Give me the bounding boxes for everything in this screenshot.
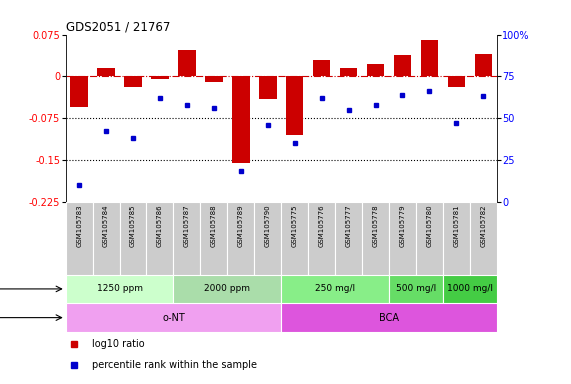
Bar — [394, 55, 411, 76]
Text: GSM105776: GSM105776 — [319, 204, 325, 247]
Text: GSM105784: GSM105784 — [103, 204, 109, 247]
Bar — [475, 54, 492, 76]
Text: GSM105790: GSM105790 — [265, 204, 271, 247]
FancyBboxPatch shape — [416, 202, 443, 275]
Text: 500 mg/l: 500 mg/l — [396, 285, 436, 293]
Bar — [340, 68, 357, 76]
FancyBboxPatch shape — [174, 202, 200, 275]
Text: GSM105777: GSM105777 — [345, 204, 352, 247]
Bar — [367, 64, 384, 76]
Text: GSM105775: GSM105775 — [292, 204, 297, 247]
FancyBboxPatch shape — [200, 202, 227, 275]
Bar — [313, 60, 331, 76]
Bar — [124, 76, 142, 88]
Text: GSM105789: GSM105789 — [238, 204, 244, 247]
Bar — [205, 76, 223, 82]
Text: GDS2051 / 21767: GDS2051 / 21767 — [66, 20, 170, 33]
Text: o-NT: o-NT — [162, 313, 185, 323]
Bar — [174, 275, 281, 303]
FancyBboxPatch shape — [335, 202, 362, 275]
FancyBboxPatch shape — [281, 202, 308, 275]
Text: GSM105783: GSM105783 — [76, 204, 82, 247]
Bar — [421, 40, 438, 76]
FancyBboxPatch shape — [470, 202, 497, 275]
Bar — [70, 76, 88, 107]
Bar — [448, 76, 465, 88]
Text: 1250 ppm: 1250 ppm — [96, 285, 143, 293]
Text: GSM105787: GSM105787 — [184, 204, 190, 247]
Bar — [66, 303, 281, 332]
Text: GSM105788: GSM105788 — [211, 204, 217, 247]
Bar — [389, 275, 443, 303]
FancyBboxPatch shape — [93, 202, 119, 275]
Bar — [178, 50, 196, 76]
Text: log10 ratio: log10 ratio — [91, 339, 144, 349]
Bar — [281, 303, 497, 332]
Bar — [259, 76, 276, 99]
Bar — [232, 76, 250, 162]
FancyBboxPatch shape — [66, 202, 93, 275]
Bar — [66, 275, 174, 303]
Text: BCA: BCA — [379, 313, 399, 323]
FancyBboxPatch shape — [389, 202, 416, 275]
FancyBboxPatch shape — [254, 202, 281, 275]
FancyBboxPatch shape — [308, 202, 335, 275]
FancyBboxPatch shape — [147, 202, 174, 275]
Text: GSM105780: GSM105780 — [427, 204, 432, 247]
FancyBboxPatch shape — [443, 202, 470, 275]
FancyBboxPatch shape — [227, 202, 254, 275]
Text: GSM105779: GSM105779 — [400, 204, 405, 247]
Bar — [286, 76, 303, 135]
FancyBboxPatch shape — [362, 202, 389, 275]
Text: GSM105778: GSM105778 — [372, 204, 379, 247]
Text: 250 mg/l: 250 mg/l — [315, 285, 355, 293]
Bar — [151, 76, 168, 79]
Bar — [97, 68, 115, 76]
Text: GSM105782: GSM105782 — [480, 204, 486, 247]
Bar — [281, 275, 389, 303]
FancyBboxPatch shape — [119, 202, 147, 275]
Bar — [443, 275, 497, 303]
Text: GSM105781: GSM105781 — [453, 204, 459, 247]
Text: 2000 ppm: 2000 ppm — [204, 285, 250, 293]
Text: GSM105785: GSM105785 — [130, 204, 136, 247]
Text: GSM105786: GSM105786 — [157, 204, 163, 247]
Text: percentile rank within the sample: percentile rank within the sample — [91, 360, 256, 370]
Text: 1000 mg/l: 1000 mg/l — [447, 285, 493, 293]
